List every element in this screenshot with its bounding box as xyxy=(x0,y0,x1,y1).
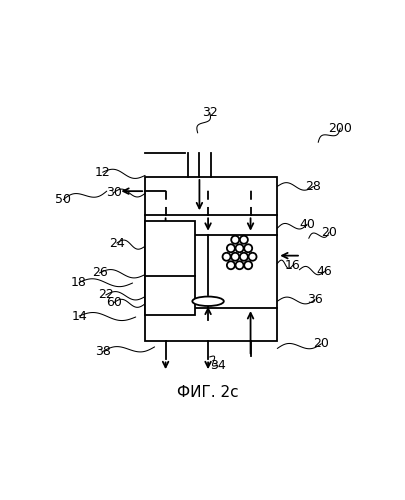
Text: ФИГ. 2с: ФИГ. 2с xyxy=(177,385,238,400)
Text: 36: 36 xyxy=(307,293,322,306)
Text: 32: 32 xyxy=(201,106,217,119)
Circle shape xyxy=(239,236,247,244)
Text: 12: 12 xyxy=(94,166,110,179)
Text: 40: 40 xyxy=(298,218,314,230)
Text: 18: 18 xyxy=(71,276,87,289)
Text: 24: 24 xyxy=(109,236,124,250)
Circle shape xyxy=(222,253,230,260)
Text: 20: 20 xyxy=(320,226,336,238)
Text: 50: 50 xyxy=(55,193,71,206)
Circle shape xyxy=(226,244,234,252)
Text: 60: 60 xyxy=(105,296,121,310)
Circle shape xyxy=(239,253,247,260)
Text: 30: 30 xyxy=(105,186,121,199)
Text: 46: 46 xyxy=(316,265,332,278)
Circle shape xyxy=(235,244,243,252)
Bar xyxy=(145,221,195,316)
Bar xyxy=(145,177,277,340)
Text: 26: 26 xyxy=(92,266,107,280)
Circle shape xyxy=(235,262,243,269)
Circle shape xyxy=(230,236,239,244)
Circle shape xyxy=(244,244,252,252)
Text: 16: 16 xyxy=(284,258,300,272)
Ellipse shape xyxy=(192,296,223,306)
Circle shape xyxy=(230,253,239,260)
Circle shape xyxy=(226,262,234,269)
Circle shape xyxy=(244,262,252,269)
Text: 20: 20 xyxy=(313,337,328,350)
Text: 22: 22 xyxy=(98,288,113,302)
Text: 28: 28 xyxy=(305,180,321,193)
Text: 34: 34 xyxy=(209,358,225,372)
Text: 38: 38 xyxy=(94,345,110,358)
Text: 14: 14 xyxy=(71,310,87,322)
Text: 200: 200 xyxy=(328,122,351,134)
Circle shape xyxy=(248,253,256,260)
